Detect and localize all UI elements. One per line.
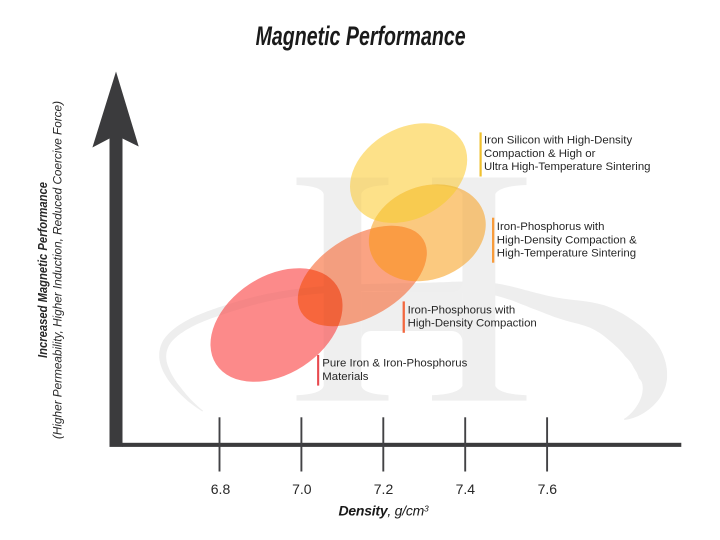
svg-text:High-Temperature Sintering: High-Temperature Sintering bbox=[497, 248, 636, 260]
svg-text:7.2: 7.2 bbox=[374, 481, 394, 497]
svg-text:7.6: 7.6 bbox=[538, 481, 558, 497]
svg-text:7.0: 7.0 bbox=[292, 481, 312, 497]
svg-text:(Higher Permeability, Higher I: (Higher Permeability, Higher Induction, … bbox=[51, 101, 65, 439]
svg-text:6.8: 6.8 bbox=[211, 481, 231, 497]
svg-text:Pure Iron & Iron-Phosphorus: Pure Iron & Iron-Phosphorus bbox=[322, 358, 467, 370]
svg-text:7.4: 7.4 bbox=[456, 481, 476, 497]
svg-text:High-Density Compaction &: High-Density Compaction & bbox=[497, 234, 637, 246]
svg-text:Ultra High-Temperature Sinteri: Ultra High-Temperature Sintering bbox=[484, 161, 651, 173]
svg-text:Compaction & High or: Compaction & High or bbox=[484, 148, 596, 160]
svg-text:Density, g/cm3: Density, g/cm3 bbox=[339, 503, 429, 519]
svg-text:Increased Magnetic Performance: Increased Magnetic Performance bbox=[35, 182, 50, 358]
svg-text:Iron-Phosphorus with: Iron-Phosphorus with bbox=[497, 221, 605, 233]
svg-text:Iron-Phosphorus with: Iron-Phosphorus with bbox=[408, 304, 516, 316]
svg-text:Magnetic Performance: Magnetic Performance bbox=[256, 21, 466, 51]
svg-text:Materials: Materials bbox=[322, 371, 369, 383]
svg-text:Iron Silicon with High-Density: Iron Silicon with High-Density bbox=[484, 135, 632, 147]
svg-text:High-Density Compaction: High-Density Compaction bbox=[408, 318, 537, 330]
